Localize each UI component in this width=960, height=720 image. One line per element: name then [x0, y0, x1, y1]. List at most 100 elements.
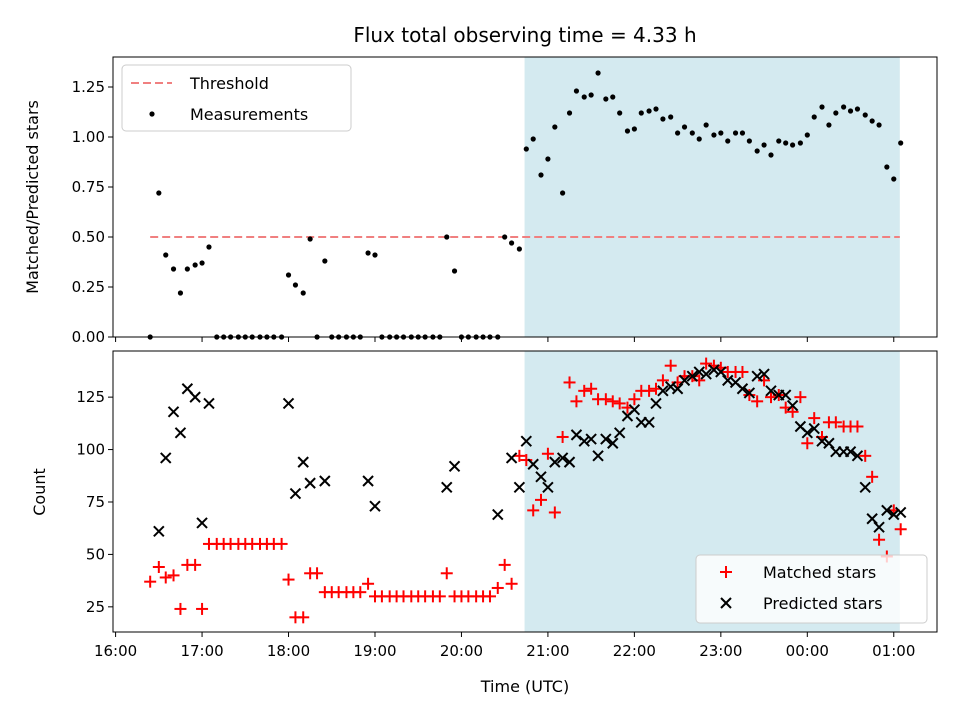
- predicted-star-stroke: [888, 508, 900, 521]
- predicted-star-point: [650, 397, 662, 410]
- matched-star-point: [786, 405, 799, 418]
- measurement-point: [847, 108, 854, 114]
- measurement-point: [891, 176, 897, 182]
- measurement-point: [833, 110, 839, 116]
- measurement-point: [696, 136, 702, 142]
- measurement-point: [898, 140, 904, 146]
- predicted-star-point: [866, 513, 878, 525]
- predicted-star-stroke: [362, 475, 374, 487]
- predicted-star-stroke: [664, 380, 677, 393]
- ratio-panel: 0.00 0.25 0.50 0.75 1.00 1.25 Matched/Predict…: [23, 56, 938, 346]
- predicted-star-point: [801, 427, 814, 439]
- measurement-point: [545, 156, 551, 162]
- predicted-star-stroke: [549, 456, 561, 468]
- predicted-star-stroke: [578, 435, 590, 447]
- predicted-star-stroke: [758, 368, 770, 380]
- predicted-star-stroke: [765, 385, 777, 397]
- predicted-star-point: [779, 389, 792, 401]
- ratio-shaded-region: [524, 57, 900, 337]
- y-tick-label: 0.75: [72, 178, 105, 196]
- predicted-star-point: [888, 508, 900, 521]
- matched-star-point: [643, 384, 656, 397]
- predicted-star-point: [282, 397, 295, 410]
- predicted-star-stroke: [794, 420, 807, 433]
- count-ylabel: Count: [30, 468, 49, 516]
- predicted-star-point: [700, 368, 712, 380]
- matched-star-point: [613, 397, 626, 410]
- matched-star-point: [866, 470, 879, 483]
- matched-star-point: [527, 504, 540, 517]
- predicted-star-point: [549, 456, 561, 468]
- predicted-star-point: [319, 475, 331, 487]
- measurement-point: [552, 124, 558, 130]
- measurement-point: [307, 236, 313, 242]
- matched-star-point: [297, 611, 310, 624]
- x-tick-label: 20:00: [440, 642, 483, 660]
- matched-star-point: [556, 430, 569, 443]
- predicted-star-stroke: [181, 383, 194, 395]
- matched-star-point: [599, 393, 612, 406]
- measurement-point: [365, 250, 371, 256]
- predicted-star-point: [203, 397, 215, 410]
- predicted-star-point: [823, 437, 835, 449]
- measurement-point: [746, 138, 752, 144]
- predicted-star-point: [786, 399, 799, 412]
- legend-matched-swatch: [720, 566, 732, 578]
- predicted-star-stroke: [448, 460, 461, 473]
- ratio-legend: Threshold Measurements: [121, 64, 352, 132]
- predicted-star-stroke: [203, 397, 215, 410]
- predicted-star-stroke: [535, 471, 547, 483]
- y-tick-label: 0.25: [72, 278, 105, 296]
- predicted-star-point: [808, 422, 820, 435]
- legend-threshold-label: Threshold: [189, 74, 269, 93]
- matched-star-point: [743, 389, 756, 402]
- measurement-point: [508, 240, 515, 246]
- predicted-star-stroke: [873, 521, 885, 533]
- matched-star-point: [275, 537, 288, 550]
- x-tick-label: 18:00: [267, 642, 310, 660]
- predicted-star-point: [743, 387, 756, 399]
- matched-star-point: [808, 412, 821, 425]
- predicted-star-stroke: [542, 481, 554, 494]
- measurement-point: [156, 190, 162, 196]
- predicted-star-point: [570, 429, 583, 441]
- measurement-point: [826, 122, 832, 128]
- predicted-star-stroke: [153, 525, 165, 538]
- matched-star-point: [505, 577, 518, 590]
- measurement-point: [206, 244, 212, 250]
- measurement-point: [739, 130, 746, 136]
- predicted-star-stroke: [881, 504, 893, 517]
- predicted-star-point: [448, 460, 461, 473]
- predicted-star-stroke: [650, 397, 662, 410]
- measurement-point: [797, 140, 803, 146]
- predicted-star-stroke: [492, 508, 504, 521]
- predicted-star-point: [289, 487, 302, 500]
- matched-star-point: [585, 382, 598, 395]
- matched-star-point: [541, 447, 554, 460]
- measurement-point: [646, 108, 652, 114]
- measurement-point: [573, 88, 580, 94]
- predicted-star-point: [174, 427, 187, 439]
- predicted-star-stroke: [708, 364, 720, 376]
- matched-star-point: [144, 575, 157, 588]
- matched-star-point: [894, 523, 907, 536]
- predicted-star-point: [715, 366, 727, 378]
- matched-star-point: [534, 493, 547, 506]
- predicted-star-stroke: [736, 383, 749, 395]
- predicted-star-stroke: [786, 399, 799, 412]
- measurement-point: [862, 112, 868, 118]
- predicted-star-stroke: [520, 435, 533, 447]
- measurement-point: [653, 106, 659, 112]
- measurement-point: [841, 104, 847, 110]
- matched-star-point: [801, 437, 814, 450]
- count-plot-frame: [112, 350, 938, 633]
- measurement-point: [869, 118, 875, 124]
- predicted-star-stroke: [851, 450, 864, 462]
- measurement-point: [783, 140, 789, 146]
- predicted-star-point: [686, 370, 699, 382]
- measurement-point: [588, 92, 594, 98]
- legend-matched-label: Matched stars: [763, 563, 876, 582]
- predicted-star-stroke: [715, 366, 727, 378]
- predicted-star-stroke: [513, 481, 526, 494]
